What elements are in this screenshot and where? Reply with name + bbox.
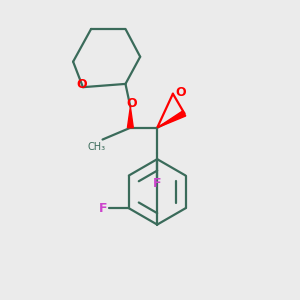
Polygon shape	[128, 107, 133, 128]
Text: CH₃: CH₃	[87, 142, 105, 152]
Text: F: F	[153, 177, 161, 190]
Text: F: F	[99, 202, 108, 215]
Polygon shape	[157, 111, 186, 128]
Text: O: O	[176, 86, 187, 99]
Text: O: O	[127, 98, 137, 110]
Text: O: O	[76, 78, 87, 91]
